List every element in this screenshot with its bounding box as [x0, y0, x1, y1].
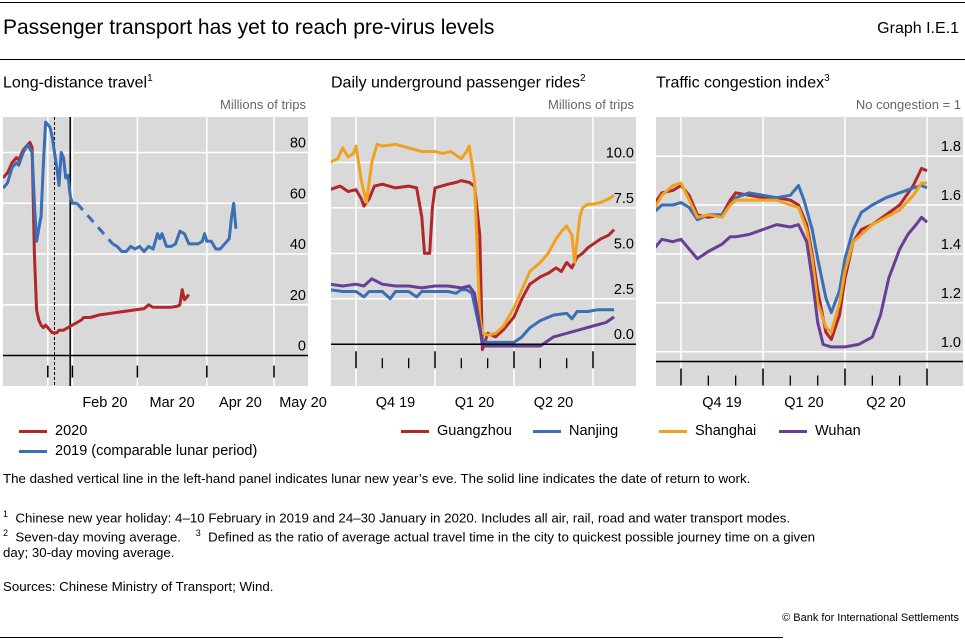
legend-item-guangzhou: Guangzhou — [401, 423, 512, 439]
legend-item-wuhan: Wuhan — [779, 423, 861, 439]
series-line-shanghai — [331, 142, 615, 337]
series-line-2019-comparable-lunar-period-cont — [111, 201, 238, 253]
series-line-guangzhou — [331, 179, 616, 352]
x-tick-label: Q2 20 — [534, 395, 574, 411]
x-tick-label: Mar 20 — [150, 395, 195, 411]
legend-label: Wuhan — [815, 423, 861, 439]
y-tick-label: 0.0 — [614, 327, 634, 343]
sources: Sources: Chinese Ministry of Transport; … — [3, 579, 274, 594]
footnote-1: 1 Chinese new year holiday: 4–10 Februar… — [3, 505, 790, 527]
legend-swatch — [19, 449, 47, 453]
series-line-2019-comparable-lunar-period — [3, 120, 77, 243]
footnote-text: Chinese new year holiday: 4–10 February … — [15, 510, 791, 526]
legend-item-2020: 2020 — [19, 423, 87, 439]
unit-label-congestion: No congestion = 1 — [855, 97, 961, 112]
y-tick-label: 40 — [290, 237, 306, 253]
series-line-wuhan — [656, 215, 928, 349]
panel-title-text: Daily underground passenger rides — [331, 74, 581, 92]
panel-title-text: Long-distance travel — [3, 74, 148, 92]
x-tick-label: May 20 — [279, 395, 327, 411]
legend-label: Nanjing — [569, 423, 619, 439]
y-tick-label: 1.8 — [941, 139, 961, 155]
x-tick-label: Q1 20 — [784, 395, 824, 411]
panel-title-underground: Daily underground passenger rides2 — [331, 73, 586, 92]
panel-title-congestion: Traffic congestion index3 — [656, 73, 830, 92]
top-rule — [0, 2, 965, 3]
plot-background — [3, 117, 308, 386]
y-tick-label: 5.0 — [614, 236, 634, 252]
series-line-nanjing — [331, 288, 615, 344]
panel-title-long-distance: Long-distance travel1 — [3, 73, 153, 92]
x-tick-label: Q2 20 — [866, 395, 906, 411]
chart-panel-1: 0.0 2.5 5.0 7.5 10.0 Q4 19 Q1 20 Q2 20 — [331, 117, 636, 411]
y-tick-label: 80 — [290, 136, 306, 152]
legend-label: 2020 — [55, 423, 88, 439]
chart-panel-0: 0 20 40 60 80 Feb 20 Mar 20 Apr 20 May 20 — [3, 117, 327, 411]
legend-item-shanghai: Shanghai — [659, 423, 756, 439]
legend-swatch — [779, 429, 807, 433]
legend-swatch — [401, 429, 429, 433]
y-tick-label: 0 — [298, 339, 306, 355]
chart-panel-2: 1.0 1.2 1.4 1.6 1.8 Q4 19 Q1 20 Q2 20 — [656, 117, 963, 411]
y-tick-label: 10.0 — [606, 145, 634, 161]
x-tick-label: Q1 20 — [455, 395, 495, 411]
y-tick-label: 1.6 — [941, 188, 961, 204]
x-tick-label: Q4 19 — [702, 395, 742, 411]
legend-item-nanjing: Nanjing — [533, 423, 618, 439]
y-tick-label: 1.2 — [941, 286, 961, 302]
unit-label-long-distance: Millions of trips — [220, 97, 306, 112]
chart-title: Passenger transport has yet to reach pre… — [3, 16, 495, 39]
legend-label: Shanghai — [695, 423, 757, 439]
legend-swatch — [533, 429, 561, 433]
footnote-marker: 2 — [3, 528, 9, 538]
x-tick-label: Feb 20 — [82, 395, 127, 411]
footnote-marker: 3 — [195, 528, 201, 538]
footnote-ref: 1 — [147, 73, 153, 84]
y-tick-label: 1.0 — [941, 335, 961, 351]
footnote-text: Defined as the ratio of average actual t… — [208, 529, 815, 545]
bottom-rule — [0, 637, 783, 638]
unit-label-underground: Millions of trips — [548, 97, 634, 112]
legend-swatch — [659, 429, 687, 433]
graph-id: Graph I.E.1 — [877, 20, 959, 37]
legend-label: Guangzhou — [437, 423, 512, 439]
footnote-ref: 3 — [824, 73, 830, 84]
note-main: The dashed vertical line in the left-han… — [3, 471, 751, 486]
footnote-2-3: 2 Seven-day moving average. 3 Defined as… — [3, 524, 815, 546]
footnote-3-cont: day; 30-day moving average. — [3, 545, 175, 560]
footnote-text: Seven-day moving average. — [15, 529, 181, 545]
x-tick-label: Apr 20 — [219, 395, 262, 411]
series-line-shanghai — [656, 181, 927, 334]
y-tick-label: 20 — [290, 288, 306, 304]
x-tick-label: Q4 19 — [376, 395, 416, 411]
series-line-wuhan — [331, 277, 615, 348]
legend-swatch — [19, 429, 47, 433]
legend-label: 2019 (comparable lunar period) — [55, 443, 258, 459]
panel-title-text: Traffic congestion index — [656, 74, 825, 92]
y-tick-label: 60 — [290, 186, 306, 202]
y-tick-label: 7.5 — [614, 191, 634, 207]
series-line-2020 — [3, 140, 191, 335]
copyright: © Bank for International Settlements — [782, 612, 959, 624]
legend-item-2019: 2019 (comparable lunar period) — [19, 443, 257, 459]
footnote-marker: 1 — [3, 509, 9, 519]
y-tick-label: 1.4 — [941, 237, 961, 253]
footnote-ref: 2 — [580, 73, 586, 84]
y-tick-label: 2.5 — [614, 282, 634, 298]
header-rule — [0, 59, 965, 60]
